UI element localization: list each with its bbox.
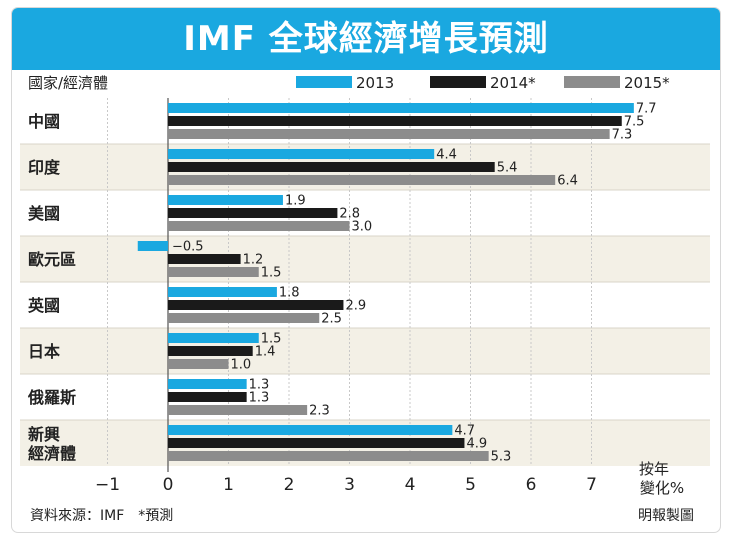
row-band [20, 236, 710, 282]
value-label: 3.0 [352, 220, 373, 235]
value-label: 1.5 [261, 266, 282, 281]
x-tick-label: 7 [586, 475, 597, 495]
row-band [20, 328, 710, 374]
legend-label: 2013 [356, 74, 394, 92]
category-label: 新興 [28, 425, 60, 444]
bar [168, 438, 465, 448]
row-band [20, 190, 710, 236]
bar [168, 346, 253, 356]
bar [168, 405, 308, 415]
title-banner: IMF 全球經濟增長預測 [12, 8, 720, 70]
category-label: 英國 [27, 296, 60, 315]
credit-note: 明報製圖 [638, 508, 694, 524]
value-label: 4.7 [454, 424, 475, 439]
category-label: 歐元區 [28, 250, 76, 269]
category-label: 中國 [28, 112, 60, 131]
bar [168, 129, 610, 139]
row-band [20, 374, 710, 420]
category-label: 俄羅斯 [27, 388, 76, 407]
category-label: 印度 [28, 158, 61, 177]
bar [168, 103, 634, 113]
value-label: 2.5 [321, 312, 342, 327]
value-label: −0.5 [172, 240, 204, 255]
value-label: 4.4 [436, 148, 457, 163]
x-tick-label: 3 [344, 475, 355, 495]
value-label: 7.3 [612, 128, 633, 143]
bar [168, 287, 277, 297]
value-label: 7.5 [624, 115, 645, 130]
value-label: 1.2 [243, 253, 264, 268]
bar [168, 149, 435, 159]
x-tick-label: 0 [163, 475, 174, 495]
value-label: 1.3 [249, 378, 270, 393]
x-axis-label: 按年 [639, 460, 669, 478]
bar [168, 267, 259, 277]
bar [168, 451, 489, 461]
bar [168, 208, 338, 218]
bar [168, 313, 320, 323]
legend-swatch [296, 76, 352, 88]
bar [168, 175, 556, 185]
chart-title: IMF 全球經濟增長預測 [183, 19, 549, 59]
bar [168, 425, 453, 435]
category-label: 經濟體 [28, 444, 76, 463]
legend-swatch [564, 76, 620, 88]
category-label: 美國 [28, 204, 60, 223]
bar [168, 162, 495, 172]
x-tick-label: 5 [465, 475, 476, 495]
x-tick-label: −1 [95, 475, 120, 495]
x-tick-label: 1 [223, 475, 234, 495]
x-tick-label: 4 [405, 475, 416, 495]
value-label: 1.5 [261, 332, 282, 347]
value-label: 1.8 [279, 286, 300, 301]
value-label: 4.9 [466, 437, 487, 452]
value-label: 2.8 [339, 207, 360, 222]
x-tick-label: 6 [526, 475, 537, 495]
value-label: 1.9 [285, 194, 306, 209]
legend-label: 2014* [490, 74, 536, 92]
legend-swatch [430, 76, 486, 88]
source-note: 資料來源：IMF *預測 [30, 508, 173, 524]
bar [168, 221, 350, 231]
value-label: 1.4 [255, 345, 276, 360]
value-label: 2.9 [345, 299, 366, 314]
bar [137, 241, 168, 251]
bar [168, 392, 247, 402]
value-label: 6.4 [557, 174, 578, 189]
value-label: 2.3 [309, 404, 330, 419]
category-label: 日本 [28, 342, 60, 361]
x-axis-label: 變化% [640, 479, 684, 497]
value-label: 1.0 [231, 358, 252, 373]
bar [168, 116, 622, 126]
bar [168, 254, 241, 264]
bar [168, 359, 229, 369]
legend-label: 2015* [624, 74, 670, 92]
row-band [20, 282, 710, 328]
value-label: 1.3 [249, 391, 270, 406]
category-header: 國家/經濟體 [28, 74, 108, 92]
bar [168, 333, 259, 343]
value-label: 7.7 [636, 102, 657, 117]
bar [168, 379, 247, 389]
bar [168, 300, 344, 310]
x-tick-label: 2 [284, 475, 295, 495]
value-label: 5.4 [497, 161, 518, 176]
bar [168, 195, 283, 205]
value-label: 5.3 [491, 450, 512, 465]
